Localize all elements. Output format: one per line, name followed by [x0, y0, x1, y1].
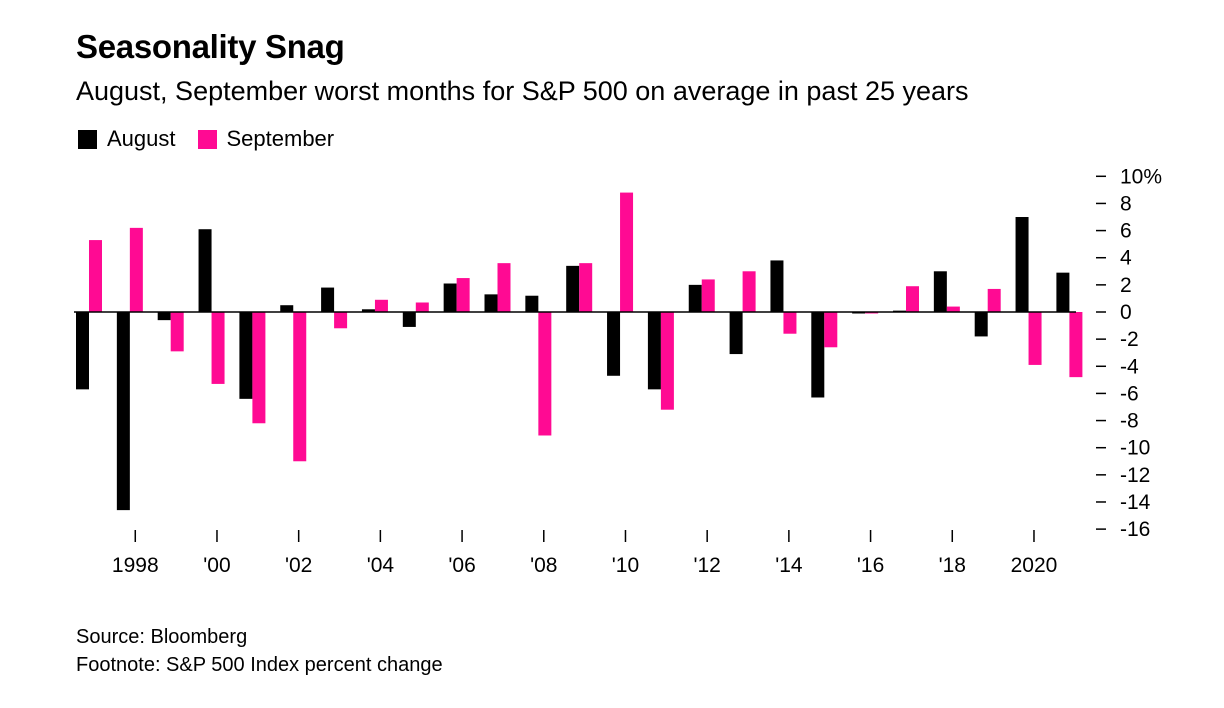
- bar-september-2009: [579, 263, 593, 312]
- bar-august-1998: [116, 312, 130, 511]
- legend: August September: [78, 126, 356, 152]
- bar-september-1999: [170, 312, 184, 352]
- y-tick-label: -8: [1120, 410, 1139, 433]
- y-tick-label: 6: [1120, 220, 1132, 243]
- bar-august-2010: [607, 312, 621, 376]
- bar-august-2009: [566, 265, 580, 312]
- y-tick-label: -14: [1120, 491, 1151, 514]
- bar-september-2021: [1069, 312, 1083, 378]
- bar-september-2017: [906, 286, 919, 312]
- x-tick-label: '10: [612, 554, 639, 577]
- bars-group: [74, 192, 1083, 511]
- y-tick-label: 4: [1120, 247, 1132, 270]
- chart-subtitle: August, September worst months for S&P 5…: [76, 76, 969, 106]
- y-tick-label: -16: [1120, 518, 1150, 541]
- x-axis: 1998 '00 '02 '04 '06 '08 '10 '12 '14 '16 '18 2020: [112, 530, 1057, 577]
- bar-august-2015: [811, 312, 825, 398]
- x-tick-label: '08: [530, 554, 557, 577]
- bar-september-2011: [660, 312, 674, 410]
- y-tick-label: 0: [1120, 301, 1132, 324]
- chart-title: Seasonality Snag: [76, 28, 345, 65]
- legend-swatch-august: [78, 129, 97, 149]
- bar-september-2019: [987, 288, 1001, 312]
- y-axis: 10% 8 6 4 2 0 -2 -4 -6 -8 -10 -12 -14 -16: [1096, 165, 1162, 541]
- y-tick-label: -6: [1120, 382, 1139, 405]
- legend-label-september: September: [226, 126, 335, 151]
- x-tick-label: '12: [693, 554, 720, 577]
- bar-august-2008: [525, 295, 539, 312]
- bar-september-2003: [334, 312, 348, 329]
- bar-september-2020: [1028, 312, 1042, 365]
- bar-september-2012: [701, 279, 715, 312]
- bar-august-2019: [974, 312, 988, 337]
- bar-august-2020: [1015, 217, 1029, 312]
- bar-august-2001: [239, 312, 253, 399]
- bar-september-2013: [742, 271, 756, 312]
- bar-august-2004: [361, 309, 375, 312]
- bar-august-2005: [402, 312, 416, 327]
- bar-september-2008: [538, 312, 552, 436]
- bar-august-2006: [443, 283, 457, 312]
- bar-september-2018: [946, 306, 960, 312]
- legend-item-august: August: [78, 126, 176, 152]
- x-tick-label: 2020: [1011, 554, 1058, 577]
- bar-august-2018: [933, 271, 947, 312]
- y-tick-label: -2: [1120, 328, 1139, 351]
- bar-september-2004: [374, 299, 388, 312]
- x-tick-label: 1998: [112, 554, 159, 577]
- bar-august-2002: [280, 305, 294, 312]
- bar-september-1997: [89, 240, 102, 312]
- source-note: Source: Bloomberg: [76, 626, 248, 648]
- bar-august-2000: [198, 229, 212, 312]
- bar-august-1997: [76, 312, 89, 390]
- bar-september-2006: [456, 278, 470, 312]
- bar-september-2005: [415, 302, 429, 312]
- bar-august-2012: [688, 284, 702, 312]
- y-tick-label: 2: [1120, 274, 1132, 297]
- legend-item-september: September: [197, 126, 335, 152]
- legend-swatch-september: [197, 129, 217, 149]
- x-tick-label: '02: [285, 554, 312, 577]
- footnote: Footnote: S&P 500 Index percent change: [76, 654, 443, 676]
- x-tick-label: '04: [367, 554, 395, 577]
- bar-september-2002: [293, 312, 307, 462]
- bar-september-2014: [783, 312, 797, 334]
- y-tick-label: -10: [1120, 437, 1150, 460]
- bar-august-2003: [321, 287, 335, 312]
- legend-label-august: August: [107, 126, 176, 151]
- bar-august-2021: [1056, 272, 1070, 312]
- bar-september-2010: [620, 192, 634, 312]
- x-tick-label: '06: [448, 554, 475, 577]
- y-tick-label: -4: [1120, 355, 1139, 378]
- bar-september-2007: [497, 263, 511, 312]
- y-tick-label: -12: [1120, 464, 1150, 487]
- bar-august-2011: [647, 312, 661, 390]
- y-tick-label: 8: [1120, 192, 1132, 215]
- x-tick-label: '16: [857, 554, 884, 577]
- x-tick-label: '00: [203, 554, 230, 577]
- y-tick-label: 10%: [1120, 165, 1162, 188]
- x-tick-label: '18: [939, 554, 966, 577]
- bar-august-2007: [484, 294, 498, 312]
- x-tick-label: '14: [775, 554, 803, 577]
- bar-september-2001: [252, 312, 266, 424]
- bar-september-1998: [129, 227, 143, 312]
- bar-september-2000: [211, 312, 225, 384]
- bar-september-2015: [824, 312, 838, 348]
- bar-august-2013: [729, 312, 743, 355]
- bar-august-1999: [157, 312, 171, 321]
- bar-august-2014: [770, 260, 784, 312]
